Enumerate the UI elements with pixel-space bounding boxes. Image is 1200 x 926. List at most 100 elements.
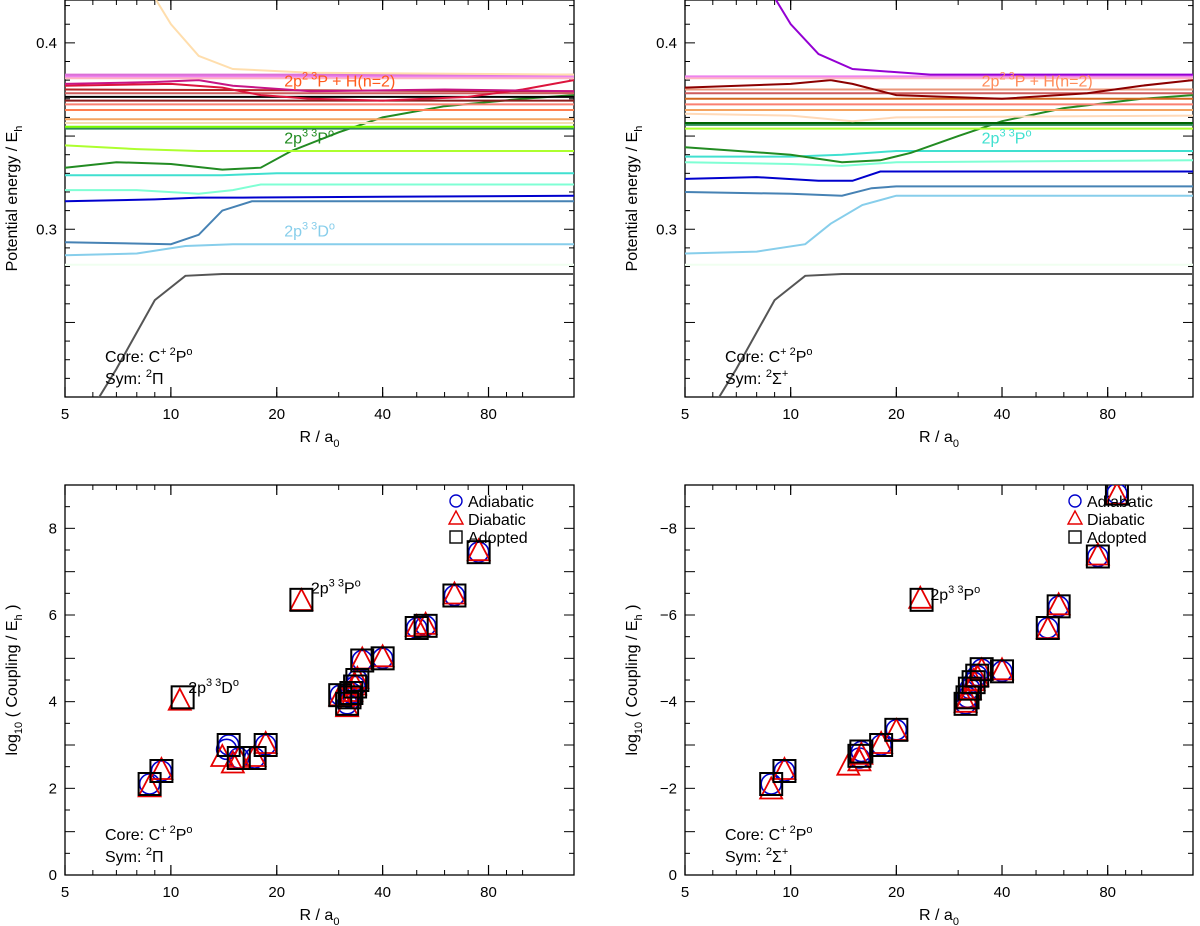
y-tick-label: 0: [49, 867, 57, 884]
potential-curve: [65, 172, 574, 177]
x-tick-label: 40: [374, 406, 391, 423]
adopted-marker: [413, 613, 438, 638]
legend-adopted-icon: [1068, 530, 1082, 544]
panel-bottom-right: 5 10 20 40 80 0 −2 −4 −6 −8 R / a0 log10 ( Coupling…: [624, 484, 1194, 926]
y-tick-label: −6: [660, 607, 677, 624]
legend-label: Adopted: [468, 530, 528, 547]
x-axis-label: R / a0: [919, 429, 959, 450]
x-tick-label: 80: [1099, 884, 1116, 901]
adopted-marker: [909, 587, 934, 612]
adopted-marker: [772, 759, 797, 783]
potential-curve: [65, 79, 574, 93]
adopted-marker: [442, 583, 467, 608]
adopted-marker: [990, 659, 1015, 684]
potential-curve: [65, 79, 574, 102]
panel-bottom-left: 5 10 20 40 80 0 2 4 6 8 R / a0 log10 ( Coupling / E…: [4, 484, 575, 926]
x-axis-label: R / a0: [300, 429, 340, 450]
legend-adiabatic-icon: [449, 494, 463, 508]
y-tick-label: 0.4: [36, 35, 57, 52]
state-annotation: 2p3 3Po: [311, 577, 361, 597]
x-tick-label: 80: [480, 884, 497, 901]
diabatic-marker: [413, 610, 439, 635]
potential-curve: [685, 112, 1193, 123]
x-tick-label: 20: [268, 406, 285, 423]
adiabatic-marker: [1036, 617, 1059, 639]
adiabatic-marker: [885, 719, 908, 741]
adopted-marker: [170, 685, 195, 710]
diabatic-marker: [846, 747, 872, 772]
adopted-marker: [849, 739, 874, 764]
y-tick-label: −4: [660, 694, 677, 711]
diabatic-marker: [441, 580, 467, 605]
diabatic-marker: [167, 686, 193, 711]
adopted-marker: [1104, 485, 1129, 506]
potential-curve: [685, 150, 1193, 158]
legend-adiabatic-icon: [1068, 494, 1082, 508]
sym-label: Sym: 2Π: [105, 846, 164, 866]
adopted-marker: [404, 616, 429, 640]
diabatic-marker: [989, 656, 1015, 681]
state-annotation: 2p3 3Do: [284, 221, 335, 241]
plot-area: [685, 0, 1193, 397]
adopted-marker: [961, 670, 986, 695]
plot-frame: [64, 0, 575, 398]
adopted-marker: [965, 663, 990, 688]
adopted-marker: [149, 759, 174, 783]
adopted-marker: [869, 733, 894, 757]
plot-area: [137, 537, 492, 798]
x-tick-label: 20: [268, 884, 285, 901]
adopted-marker: [339, 681, 364, 705]
diabatic-marker: [1085, 541, 1111, 566]
diabatic-marker: [466, 537, 492, 562]
potential-curve: [98, 273, 574, 397]
x-tick-label: 10: [782, 406, 799, 423]
y-tick-label: 0.3: [36, 221, 57, 238]
adopted-marker: [350, 648, 375, 673]
x-tick-label: 5: [61, 884, 69, 901]
adopted-marker: [343, 674, 368, 699]
potential-curve: [685, 79, 1193, 100]
y-axis-label: log10 ( Coupling / Eh ): [4, 605, 25, 756]
potential-curve: [774, 0, 1193, 76]
x-tick-label: 5: [681, 406, 689, 423]
diabatic-marker: [344, 665, 370, 689]
potential-curve: [685, 185, 1193, 197]
core-label: Core: C+ 2Po: [105, 824, 193, 844]
x-axis-label: R / a0: [300, 907, 340, 926]
potential-curve: [65, 183, 574, 195]
legend-label: Diabatic: [1087, 512, 1145, 529]
x-tick-label: 10: [163, 406, 180, 423]
state-annotation: 2p3 3Po: [982, 128, 1032, 148]
potential-curve: [65, 243, 574, 257]
x-tick-label: 40: [994, 884, 1011, 901]
x-tick-label: 20: [888, 884, 905, 901]
y-tick-label: 6: [49, 607, 57, 624]
y-tick-label: −8: [660, 520, 677, 537]
state-annotation: 2p3 3Do: [188, 677, 239, 697]
y-axis-label: Potential energy / Eh: [624, 126, 645, 272]
adopted-marker: [1085, 544, 1110, 569]
y-tick-label: 8: [49, 520, 57, 537]
panel-top-right: 5 10 20 40 80 0.3 0.4 R / a0 Potential energy / …: [624, 0, 1194, 450]
diabatic-marker: [288, 587, 314, 611]
core-label: Core: C+ 2Po: [725, 824, 813, 844]
legend-diabatic-icon: [447, 509, 465, 525]
y-axis-label: Potential energy / Eh: [4, 126, 25, 272]
adopted-marker: [969, 657, 994, 682]
state-annotation: 2p3 3Po: [930, 584, 980, 604]
sym-label: Sym: 2Σ+: [725, 368, 788, 388]
y-tick-label: 0.4: [656, 35, 677, 52]
plot-frame: [684, 0, 1194, 398]
adopted-marker: [759, 772, 784, 796]
potential-curve: [685, 194, 1193, 255]
core-label: Core: C+ 2Po: [105, 346, 193, 366]
x-tick-label: 20: [888, 406, 905, 423]
sym-label: Sym: 2Π: [105, 368, 164, 388]
core-label: Core: C+ 2Po: [725, 346, 813, 366]
x-axis-label: R / a0: [919, 907, 959, 926]
potential-curve: [685, 170, 1193, 182]
diabatic-marker: [370, 643, 396, 668]
